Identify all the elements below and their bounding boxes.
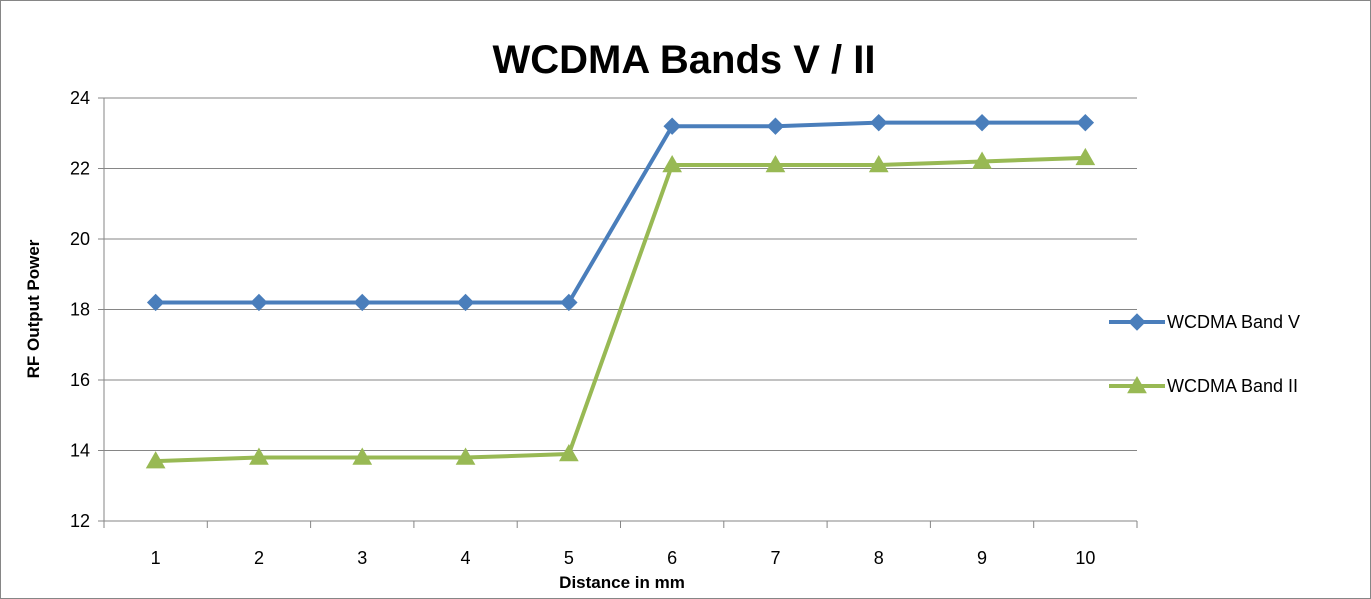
- series-line: [155, 120, 1086, 305]
- y-tick-label: 24: [70, 88, 90, 108]
- series-2: [145, 147, 1096, 469]
- legend-marker: [1128, 313, 1146, 331]
- data-point: [1076, 113, 1095, 132]
- data-point: [560, 293, 578, 312]
- legend-label: WCDMA Band II: [1167, 376, 1298, 396]
- legend-label: WCDMA Band V: [1167, 312, 1300, 332]
- chart-title: WCDMA Bands V / II: [493, 38, 876, 82]
- x-tick-label: 4: [461, 548, 471, 568]
- y-tick-label: 18: [70, 300, 90, 320]
- data-point: [146, 293, 165, 312]
- legend: WCDMA Band V WCDMA Band II: [1109, 312, 1300, 396]
- data-point: [352, 447, 373, 465]
- x-tick-label: 6: [667, 548, 677, 568]
- legend-marker: [1127, 375, 1147, 394]
- series-1: [146, 113, 1095, 312]
- y-tick-label: 20: [70, 229, 90, 249]
- data-point: [1075, 147, 1096, 166]
- data-point: [455, 447, 476, 465]
- legend-item: WCDMA Band II: [1109, 375, 1298, 396]
- x-tick-label: 7: [770, 548, 780, 568]
- y-tick-label: 22: [70, 159, 90, 179]
- data-point: [145, 451, 166, 469]
- series-line: [155, 155, 1086, 464]
- data-point: [353, 293, 371, 312]
- y-axis-title: RF Output Power: [24, 239, 43, 378]
- data-point: [456, 293, 475, 312]
- y-tick-label: 16: [70, 370, 90, 390]
- y-tick-label: 14: [70, 441, 90, 461]
- x-axis-title: Distance in mm: [559, 573, 685, 592]
- x-tick-label: 2: [254, 548, 264, 568]
- x-tick-label: 1: [151, 548, 161, 568]
- data-point: [249, 447, 269, 465]
- y-tick-label: 12: [70, 511, 90, 531]
- data-point: [766, 117, 785, 135]
- x-tick-label: 8: [874, 548, 884, 568]
- data-point: [765, 154, 786, 173]
- data-point: [250, 293, 268, 312]
- x-tick-label: 10: [1075, 548, 1095, 568]
- legend-item: WCDMA Band V: [1109, 312, 1300, 332]
- series: [145, 113, 1096, 469]
- x-tick-label: 9: [977, 548, 987, 568]
- x-tick-label: 3: [357, 548, 367, 568]
- data-point: [662, 154, 683, 173]
- data-point: [663, 117, 681, 135]
- x-tick-label: 5: [564, 548, 574, 568]
- data-point: [870, 113, 888, 132]
- data-point: [973, 113, 991, 132]
- gridlines: [104, 97, 1137, 451]
- data-point: [868, 154, 889, 173]
- data-point: [558, 444, 579, 462]
- data-point: [972, 151, 992, 169]
